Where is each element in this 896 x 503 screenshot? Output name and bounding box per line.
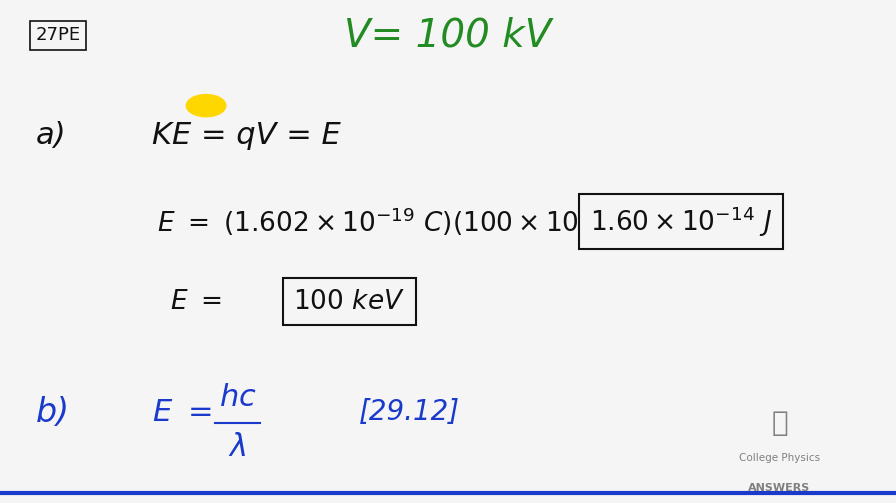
Text: b): b) <box>36 396 70 429</box>
Text: College Physics: College Physics <box>739 453 820 463</box>
Circle shape <box>186 95 226 117</box>
Text: $\lambda$: $\lambda$ <box>228 433 246 462</box>
Text: $1.60\times10^{-14}\ J$: $1.60\times10^{-14}\ J$ <box>590 204 772 238</box>
Text: $100\ keV$: $100\ keV$ <box>294 289 405 315</box>
Text: $E\ =$: $E\ =$ <box>152 398 211 427</box>
Text: KE = qV = E: KE = qV = E <box>152 121 341 150</box>
Text: V= 100 kV: V= 100 kV <box>344 16 552 54</box>
Text: 27PE: 27PE <box>36 26 81 44</box>
Text: a): a) <box>36 121 66 150</box>
Text: [29.12]: [29.12] <box>358 398 460 427</box>
Text: 🎓: 🎓 <box>771 408 788 437</box>
Text: ANSWERS: ANSWERS <box>748 483 811 493</box>
Text: $E\ =$: $E\ =$ <box>170 289 222 315</box>
Text: $E\ =\ (1.602\times10^{-19}\ C)(100\times10^{3}\ V)\ =$: $E\ =\ (1.602\times10^{-19}\ C)(100\time… <box>157 205 663 237</box>
Text: $hc$: $hc$ <box>219 383 256 412</box>
